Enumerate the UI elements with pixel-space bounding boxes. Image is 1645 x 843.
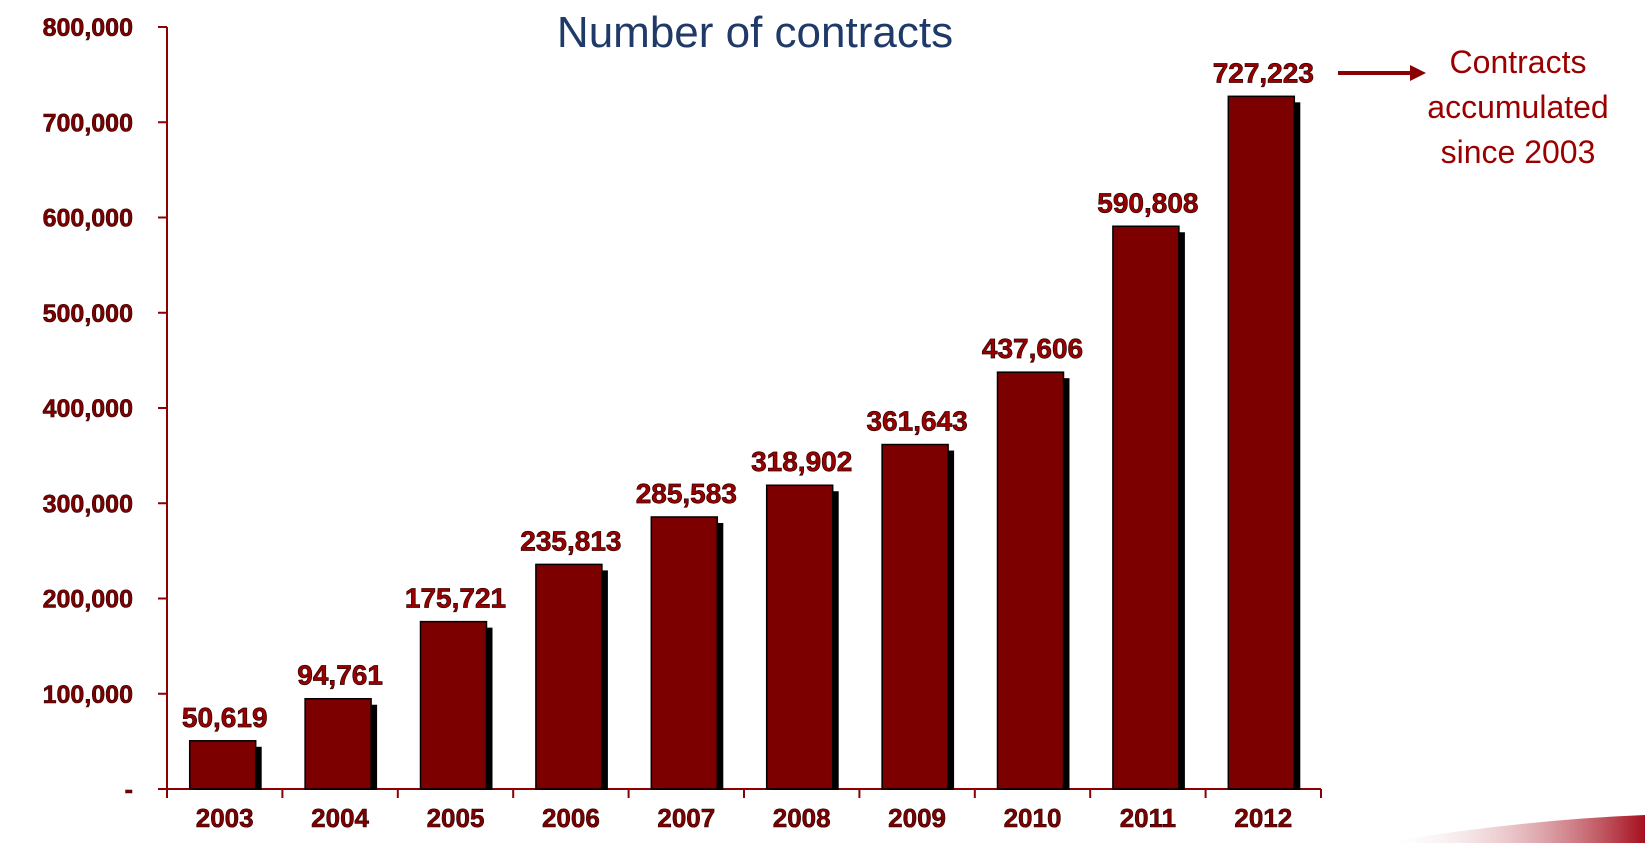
y-tick-label: 200,000	[43, 586, 133, 614]
bar-2005	[419, 620, 488, 790]
bar-2009	[881, 443, 949, 790]
x-tick-label-2009: 2009	[888, 803, 946, 833]
data-labels: 50,619 2003 94,761 2004 175,721 2005 235,813 20…	[182, 57, 1315, 833]
data-label-2005: 175,721	[405, 583, 506, 614]
annotation-line-1: Contracts	[1450, 44, 1587, 80]
annotation-arrow-head	[1410, 65, 1426, 81]
bar-2003	[188, 740, 257, 790]
x-tick-label-2010: 2010	[1004, 803, 1062, 833]
data-label-2006: 235,813	[520, 525, 621, 556]
data-label-2012: 727,223	[1213, 57, 1314, 88]
x-tick-label-2011: 2011	[1120, 803, 1176, 833]
chart-title: Number of contracts	[557, 8, 953, 57]
bar-2006	[535, 563, 603, 790]
data-label-2011: 590,808	[1097, 187, 1198, 218]
y-tick-label: 500,000	[43, 300, 133, 328]
y-tick-label: 600,000	[43, 205, 133, 233]
y-tick-label: 700,000	[43, 109, 133, 137]
x-tick-label-2006: 2006	[542, 803, 600, 833]
x-tick-label-2007: 2007	[657, 803, 715, 833]
y-tick-label: 800,000	[43, 14, 133, 42]
y-tick-label: 300,000	[43, 490, 133, 518]
bar-2012	[1227, 95, 1296, 790]
annotation-line-3: since 2003	[1441, 134, 1596, 170]
corner-swoosh-decoration	[1380, 815, 1645, 843]
data-label-2010: 437,606	[982, 333, 1083, 364]
x-tick-label-2012: 2012	[1234, 803, 1292, 833]
x-tick-label-2008: 2008	[773, 803, 831, 833]
x-tick-label-2003: 2003	[196, 803, 254, 833]
y-tick-label: 100,000	[43, 681, 133, 709]
y-tick-label: 400,000	[43, 395, 133, 423]
data-label-2009: 361,643	[866, 406, 967, 437]
data-label-2004: 94,761	[297, 660, 383, 691]
bar-2010	[996, 371, 1065, 790]
bar-2008	[765, 484, 834, 790]
annotation: Contracts accumulated since 2003	[1338, 44, 1609, 170]
x-tick-label-2005: 2005	[427, 803, 485, 833]
axes: - 100,000 200,000 300,000 400,000 500,000 600,…	[42, 14, 1322, 804]
bar-2004	[304, 697, 372, 790]
y-tick-label: -	[125, 776, 133, 804]
data-label-2003: 50,619	[182, 702, 268, 733]
annotation-line-2: accumulated	[1427, 89, 1608, 125]
data-label-2008: 318,902	[751, 446, 852, 477]
bars	[188, 95, 1301, 791]
bar-2007	[650, 516, 719, 790]
bar-2011	[1112, 225, 1180, 790]
data-label-2007: 285,583	[636, 478, 737, 509]
x-tick-label-2004: 2004	[311, 803, 369, 833]
